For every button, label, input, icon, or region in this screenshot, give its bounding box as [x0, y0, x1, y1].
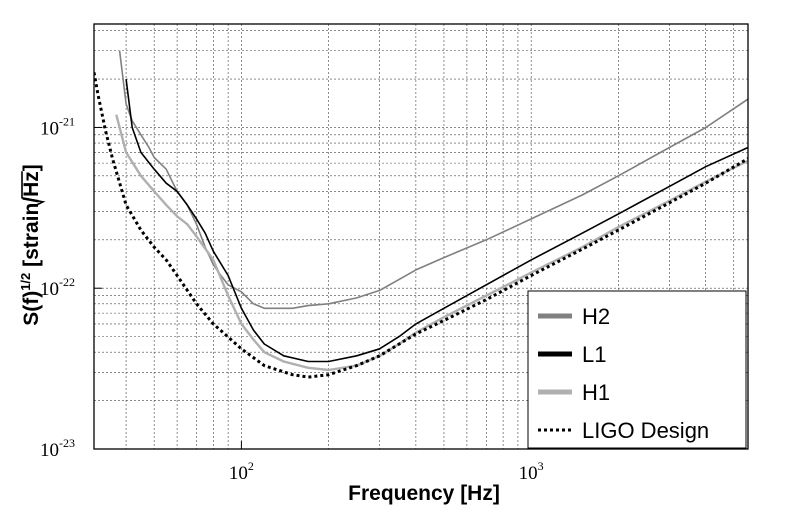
y-tick-label: 10-23: [40, 436, 75, 461]
legend-label-h1: H1: [582, 380, 610, 405]
series-layer: [94, 50, 748, 379]
series-line-h2: [118, 50, 748, 310]
series-line-l1: [125, 78, 748, 363]
y-axis-title-root: Hz: [20, 171, 43, 197]
plot-frame: [93, 23, 749, 450]
y-axis-title-exp: 1/2: [18, 273, 33, 291]
legend-label-l1: L1: [582, 342, 606, 367]
y-axis-title-unit-suffix: ]: [20, 164, 43, 171]
legend-label-h2: H2: [582, 304, 610, 329]
legend-label-ligo-design: LIGO Design: [582, 418, 709, 443]
y-tick-label: 10-21: [40, 114, 75, 139]
y-tick-label: 10-22: [40, 275, 75, 300]
y-axis-title-main: S(f): [20, 291, 43, 326]
y-axis-title-unit-prefix: [strain/: [20, 197, 43, 267]
legend: H2 L1 H1 LIGO Design: [527, 290, 747, 449]
series-line-ligo-design: [94, 72, 748, 379]
sqrt-symbol: [21, 171, 46, 207]
x-tick-label: 103: [519, 459, 544, 484]
svg-text:S(f)1/2 [strain/Hz]: S(f)1/2 [strain/Hz]: [18, 164, 43, 326]
series-line-h1: [115, 114, 748, 372]
ticks: 102 103 10-23 10-22 10-21: [40, 114, 544, 484]
x-tick-label: 102: [229, 459, 254, 484]
y-axis-title: S(f)1/2 [strain/Hz]: [18, 164, 46, 326]
x-axis-title: Frequency [Hz]: [348, 482, 500, 505]
